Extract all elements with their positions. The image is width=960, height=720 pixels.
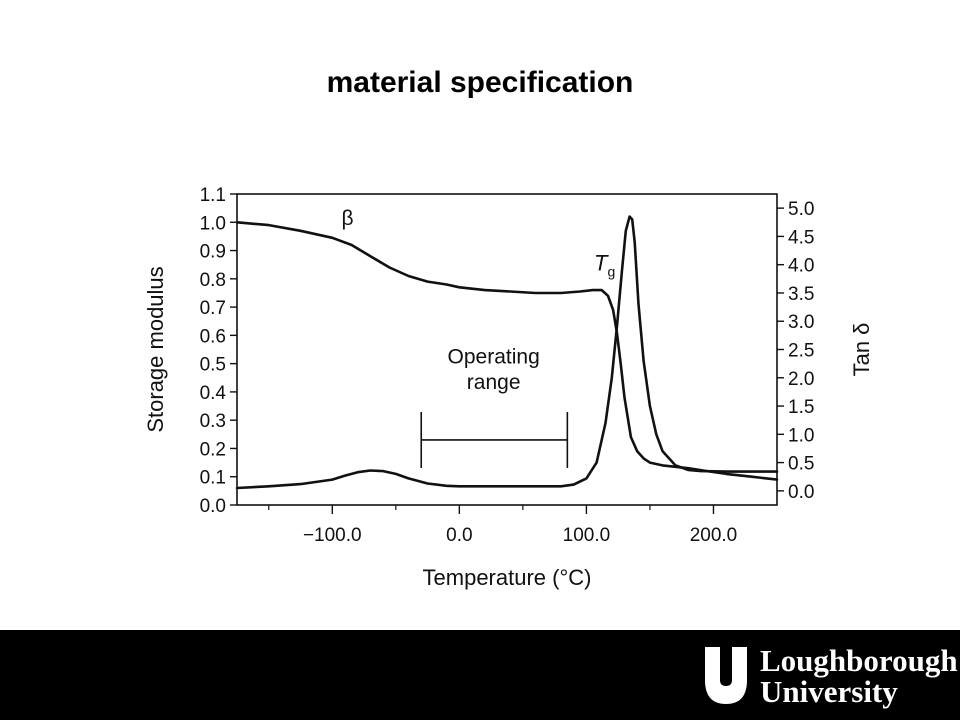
y-tick-label: 0.8 <box>200 270 226 291</box>
annotation-label: range <box>467 371 521 394</box>
y2-tick-label: 3.0 <box>788 312 814 333</box>
x-tick-label: −100.0 <box>303 525 362 546</box>
y-tick-label: 0.3 <box>200 411 226 432</box>
y-axis-label: Storage modulus <box>143 266 168 432</box>
storage-modulus-curve <box>235 221 779 481</box>
y2-tick-label: 2.5 <box>788 341 814 362</box>
y2-tick-label: 4.5 <box>788 227 814 248</box>
annotation-main: T <box>594 250 609 275</box>
y2-tick-label: 1.0 <box>788 425 814 446</box>
dma-chart: 0.0 0.1 0.2 0.3 0.4 0.5 0.6 0.7 0.8 0.9 1.0 1.1 0.0 0… <box>143 185 874 590</box>
logo-line-1: Loughborough <box>760 643 958 678</box>
logo-line-2: University <box>760 674 898 709</box>
y2-tick-label: 2.0 <box>788 369 814 390</box>
slide-title: material specification <box>326 66 634 99</box>
y2-axis-label: Tan δ <box>849 323 874 377</box>
annotation-label: β <box>341 207 353 230</box>
university-logo-text: Loughborough University <box>760 645 958 707</box>
y2-tick-label: 3.5 <box>788 284 814 305</box>
x-tick-label: 200.0 <box>690 525 738 546</box>
y-tick-label: 0.5 <box>200 355 226 376</box>
x-tick-label: 100.0 <box>563 525 611 546</box>
annotation-subscript: g <box>607 263 615 279</box>
tan-delta-curve <box>235 215 779 490</box>
y-tick-label: 0.9 <box>200 242 226 263</box>
y2-tick-label: 5.0 <box>788 199 814 220</box>
y-tick-label: 0.2 <box>200 439 226 460</box>
y-tick-label: 0.1 <box>200 468 226 489</box>
y2-tick-label: 0.0 <box>788 482 814 503</box>
y-tick-label: 0.4 <box>200 383 227 404</box>
glass-transition-label: Tg <box>594 250 615 279</box>
university-shield-logo <box>705 647 747 704</box>
x-axis-label: Temperature (°C) <box>423 565 592 590</box>
y-tick-label: 0.6 <box>200 326 226 347</box>
y-tick-label: 0.0 <box>200 496 226 517</box>
x-tick-label: 0.0 <box>446 525 472 546</box>
y-tick-label: 1.1 <box>200 185 226 206</box>
y2-tick-label: 1.5 <box>788 397 814 418</box>
y2-tick-label: 0.5 <box>788 454 814 475</box>
footer-bar <box>0 630 960 720</box>
y-tick-label: 1.0 <box>200 213 226 234</box>
annotation-label: Operating <box>448 346 540 369</box>
y2-tick-label: 4.0 <box>788 256 814 277</box>
y-tick-label: 0.7 <box>200 298 226 319</box>
